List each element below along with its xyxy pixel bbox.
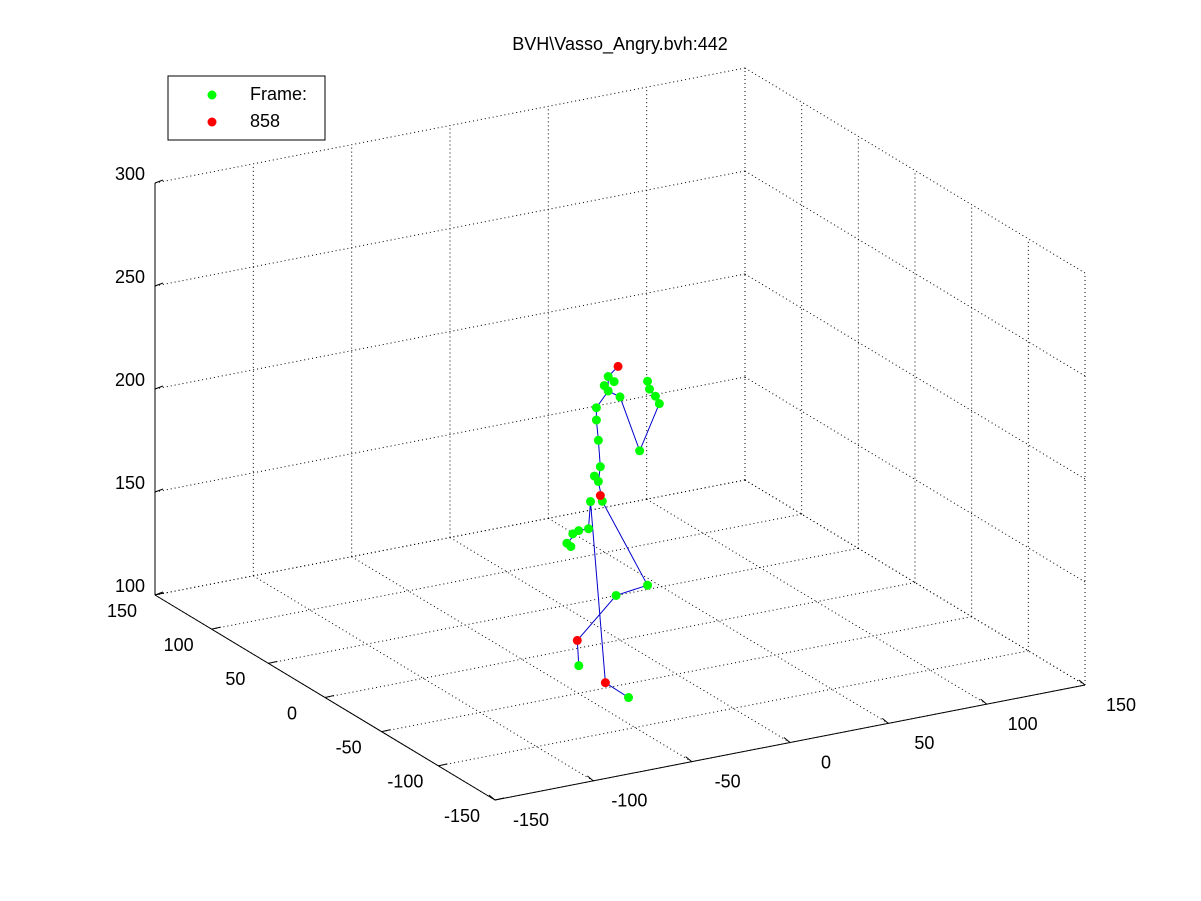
marker: [611, 590, 621, 600]
y-tick: [381, 729, 391, 733]
x-tick-label: -150: [513, 810, 549, 830]
marker: [584, 524, 594, 534]
x-tick: [980, 698, 987, 705]
marker: [643, 580, 653, 590]
marker: [615, 392, 625, 402]
y-tick-label: 150: [107, 601, 137, 621]
grid-line: [154, 67, 746, 184]
marker: [603, 372, 613, 382]
marker: [572, 635, 582, 645]
y-tick-label: 50: [225, 669, 245, 689]
z-tick-label: 150: [115, 473, 145, 493]
legend-label: 858: [250, 111, 280, 131]
z-tick-label: 250: [115, 267, 145, 287]
marker: [593, 476, 603, 486]
marker: [613, 361, 623, 371]
legend-box: [167, 75, 326, 141]
x-tick: [587, 775, 594, 782]
z-tick-label: 100: [115, 576, 145, 596]
marker: [643, 376, 653, 386]
y-tick: [438, 763, 448, 767]
x-tick-label: 100: [1008, 714, 1038, 734]
grid-line: [154, 479, 746, 596]
grid-line: [154, 170, 746, 287]
marker: [609, 377, 619, 387]
grid-line: [438, 650, 1029, 767]
grid-line: [154, 376, 746, 493]
legend: Frame: 858: [167, 75, 326, 141]
marker: [600, 678, 610, 688]
y-tick-label: 0: [287, 703, 297, 723]
marker: [624, 693, 634, 703]
marker: [593, 435, 603, 445]
y-tick: [324, 695, 335, 698]
y-tick-label: -50: [336, 737, 362, 757]
grid-line: [268, 547, 859, 664]
marker: [654, 399, 664, 409]
legend-marker: [207, 117, 217, 127]
z-tick-label: 300: [115, 164, 145, 184]
grid: 100 150 200 250 300 -150 -100 -50 0 50 100 150 -150 -…: [107, 67, 1136, 830]
marker: [595, 462, 605, 472]
marker: [574, 661, 584, 671]
z-tick-label: 200: [115, 370, 145, 390]
z-tick: [154, 488, 164, 493]
plot-area: [562, 361, 664, 703]
x-tick-label: 50: [914, 733, 934, 753]
z-tick: [154, 179, 164, 184]
z-tick: [154, 385, 164, 390]
grid-line: [154, 273, 746, 390]
marker: [568, 529, 578, 539]
marker: [645, 384, 654, 394]
x-tick-label: -50: [715, 771, 741, 791]
y-tick-label: 100: [164, 635, 194, 655]
x-tick: [1078, 679, 1086, 686]
x-tick: [783, 737, 791, 743]
y-tick-label: -100: [387, 772, 423, 792]
marker: [650, 391, 660, 401]
marker: [591, 415, 601, 425]
x-tick: [882, 717, 889, 724]
y-tick: [494, 797, 505, 801]
y-tick: [268, 660, 278, 664]
x-tick: [488, 794, 496, 801]
chart-title: BVH\Vasso_Angry.bvh:442: [512, 34, 727, 55]
x-tick-label: 150: [1106, 695, 1136, 715]
marker: [566, 542, 576, 552]
y-tick: [154, 592, 165, 596]
marker: [603, 386, 613, 396]
marker: [635, 446, 645, 456]
marker: [586, 497, 595, 507]
grid-line: [211, 513, 802, 630]
grid-line: [324, 582, 916, 698]
y-tick: [211, 626, 221, 630]
z-tick: [154, 282, 164, 287]
y-tick-label: -150: [444, 806, 480, 826]
x-tick-label: 0: [821, 752, 831, 772]
x-tick-label: -100: [611, 791, 647, 811]
legend-label: Frame:: [250, 84, 307, 104]
legend-marker: [207, 90, 217, 100]
marker: [591, 403, 601, 413]
x-tick: [685, 756, 692, 763]
grid-line: [381, 616, 972, 733]
marker: [595, 491, 605, 501]
